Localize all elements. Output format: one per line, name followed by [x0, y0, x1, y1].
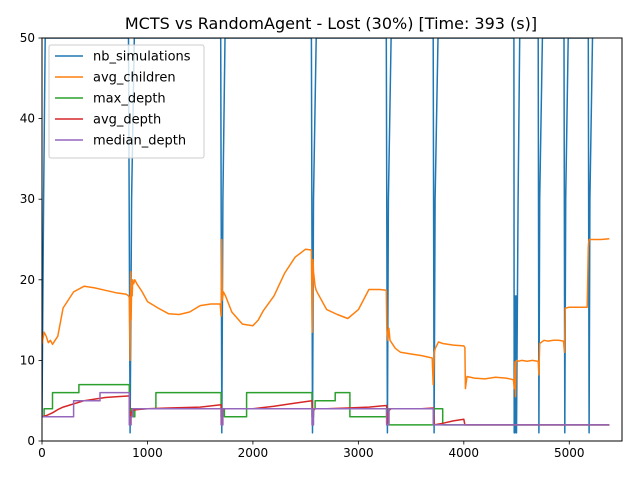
- x-tick-label: 2000: [238, 446, 269, 460]
- legend-label-median-depth: median_depth: [93, 134, 186, 149]
- y-axis: 0 10 20 30 40 50: [20, 31, 42, 448]
- y-tick-label: 40: [20, 112, 35, 126]
- legend-box: [48, 44, 205, 159]
- x-tick-label: 1000: [132, 446, 163, 460]
- x-tick-label: 5000: [554, 446, 585, 460]
- x-tick-label: 0: [38, 446, 46, 460]
- chart-title: MCTS vs RandomAgent - Lost (30%) [Time: …: [125, 14, 537, 33]
- legend-label-max-depth: max_depth: [93, 92, 166, 107]
- axes-frame: [41, 37, 623, 442]
- legend-label-avg-children: avg_children: [93, 71, 176, 86]
- series-line-avg-depth: [42, 395, 610, 426]
- series-line-avg-children: [42, 237, 610, 398]
- legend-label-avg-depth: avg_depth: [93, 113, 161, 128]
- x-axis: 0 1000 2000 3000 4000 5000: [38, 441, 585, 460]
- y-tick-label: 20: [20, 273, 35, 287]
- plot-area: [42, 38, 610, 434]
- series-line-nb-simulations: [42, 38, 594, 434]
- y-tick-label: 50: [20, 31, 35, 45]
- x-tick-label: 4000: [449, 446, 480, 460]
- legend: nb_simulations avg_children max_depth avg_d…: [48, 44, 205, 159]
- y-tick-label: 30: [20, 192, 35, 206]
- y-tick-label: 10: [20, 353, 35, 367]
- y-tick-label: 0: [27, 434, 35, 448]
- series-line-median-depth: [42, 391, 610, 426]
- x-tick-label: 3000: [343, 446, 374, 460]
- legend-label-nb-simulations: nb_simulations: [93, 50, 191, 65]
